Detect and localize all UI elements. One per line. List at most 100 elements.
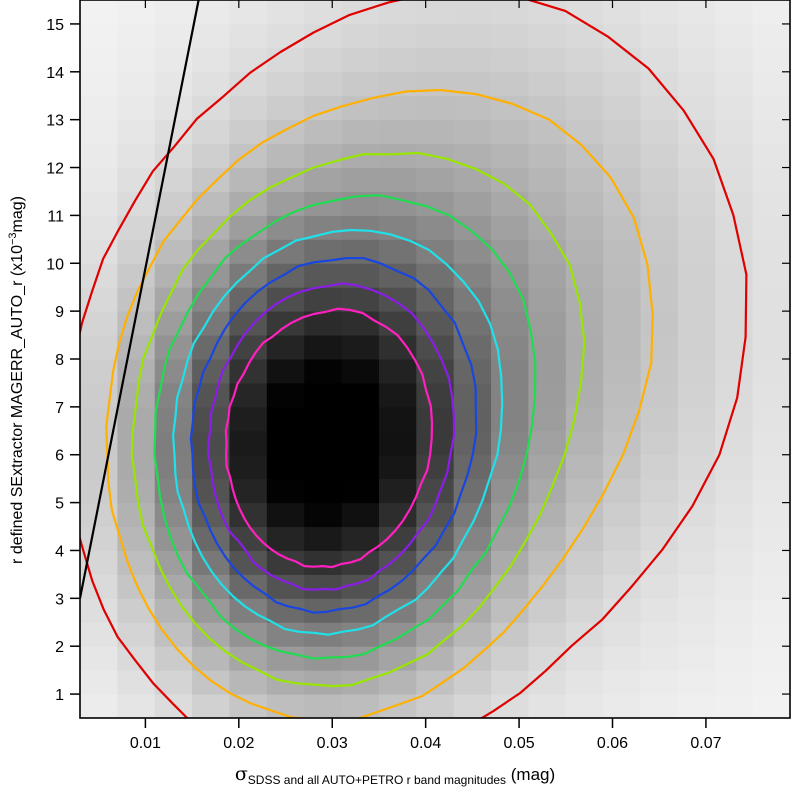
heatmap-cell-384 bbox=[528, 119, 567, 145]
heatmap-cell-416 bbox=[565, 71, 604, 97]
heatmap-cell-55 bbox=[117, 95, 156, 121]
heatmap-cell-325 bbox=[453, 95, 492, 121]
heatmap-cell-516 bbox=[715, 550, 754, 575]
heatmap-cell-237 bbox=[341, 47, 380, 73]
heatmap-cell-501 bbox=[677, 191, 716, 216]
heatmap-cell-434 bbox=[603, 359, 642, 384]
heatmap-cell-51 bbox=[117, 191, 156, 216]
heatmap-cell-462 bbox=[640, 406, 679, 432]
heatmap-cell-263 bbox=[378, 143, 417, 169]
heatmap-cell-353 bbox=[491, 143, 529, 169]
heatmap-cell-261 bbox=[378, 191, 417, 216]
heatmap-cell-242 bbox=[378, 646, 417, 671]
heatmap-cell-484 bbox=[677, 598, 716, 623]
heatmap-cell-342 bbox=[491, 406, 529, 432]
heatmap-cell-354 bbox=[491, 119, 529, 145]
heatmap-cell-179 bbox=[266, 0, 305, 25]
heatmap-cell-28 bbox=[80, 23, 118, 49]
heatmap-cell-91 bbox=[192, 670, 230, 695]
heatmap-cell-436 bbox=[603, 311, 642, 336]
heatmap-cell-209 bbox=[304, 0, 343, 25]
y-tick-label-13: 14 bbox=[46, 65, 64, 82]
heatmap-cell-362 bbox=[528, 646, 567, 671]
x-axis-label: σSDSS and all AUTO+PETRO r band magnitud… bbox=[235, 763, 555, 787]
heatmap-cell-529 bbox=[715, 239, 754, 264]
heatmap-cell-16 bbox=[80, 311, 118, 336]
heatmap-cell-296 bbox=[416, 71, 455, 97]
heatmap-cell-235 bbox=[341, 95, 380, 121]
heatmap-cell-54 bbox=[117, 119, 156, 145]
heatmap-cell-249 bbox=[378, 478, 417, 504]
heatmap-cell-191 bbox=[304, 430, 343, 456]
heatmap-cell-520 bbox=[715, 454, 754, 480]
heatmap-cell-224 bbox=[341, 359, 380, 384]
heatmap-cell-556 bbox=[752, 311, 790, 336]
heatmap-cell-542 bbox=[752, 646, 790, 671]
heatmap-cell-12 bbox=[80, 406, 118, 432]
heatmap-cell-234 bbox=[341, 119, 380, 145]
heatmap-cell-495 bbox=[677, 335, 716, 360]
heatmap-cell-566 bbox=[752, 71, 790, 97]
heatmap-cell-166 bbox=[266, 311, 305, 336]
y-axis-label-superscript: −3 bbox=[7, 232, 19, 245]
heatmap-cell-265 bbox=[378, 95, 417, 121]
heatmap-cell-358 bbox=[491, 23, 529, 49]
heatmap-cell-291 bbox=[416, 191, 455, 216]
heatmap-cell-548 bbox=[752, 502, 790, 528]
heatmap-cell-315 bbox=[453, 335, 492, 360]
heatmap-cell-476 bbox=[640, 71, 679, 97]
heatmap-cell-404 bbox=[565, 359, 604, 384]
heatmap-cell-406 bbox=[565, 311, 604, 336]
heatmap-cell-323 bbox=[453, 143, 492, 169]
heatmap-cell-389 bbox=[528, 0, 567, 25]
heatmap-cell-176 bbox=[266, 71, 305, 97]
heatmap-cell-300 bbox=[453, 694, 492, 718]
y-axis-label: r defined SExtractor MAGERR_AUTO_r (x10−… bbox=[7, 196, 26, 564]
heatmap-cell-470 bbox=[640, 215, 679, 240]
heatmap-cell-399 bbox=[565, 478, 604, 504]
heatmap-cell-472 bbox=[640, 167, 679, 192]
y-tick-label-11: 12 bbox=[46, 161, 64, 178]
y-tick-label-14: 15 bbox=[46, 17, 64, 34]
heatmap-cell-444 bbox=[603, 119, 642, 145]
heatmap-cell-549 bbox=[752, 478, 790, 504]
heatmap-cell-23 bbox=[80, 143, 118, 169]
heatmap-cell-426 bbox=[603, 550, 642, 575]
heatmap-cell-22 bbox=[80, 167, 118, 192]
heatmap-cell-525 bbox=[715, 335, 754, 360]
heatmap-cell-541 bbox=[752, 670, 790, 695]
heatmap-cell-418 bbox=[565, 23, 604, 49]
heatmap-cell-500 bbox=[677, 215, 716, 240]
heatmap-cell-421 bbox=[603, 670, 642, 695]
heatmap-cell-272 bbox=[416, 646, 455, 671]
heatmap-cell-132 bbox=[229, 406, 268, 432]
heatmap-cell-116 bbox=[192, 71, 230, 97]
y-tick-label-8: 9 bbox=[55, 304, 64, 321]
heatmap-cell-435 bbox=[603, 335, 642, 360]
contour-level-3 bbox=[130, 151, 586, 688]
heatmap-cell-186 bbox=[304, 550, 343, 575]
heatmap-cell-294 bbox=[416, 119, 455, 145]
heatmap-cell-531 bbox=[715, 191, 754, 216]
heatmap-cell-271 bbox=[416, 670, 455, 695]
heatmap-cell-27 bbox=[80, 47, 118, 73]
heatmap-cell-481 bbox=[677, 670, 716, 695]
heatmap-cell-439 bbox=[603, 239, 642, 264]
heatmap-cell-505 bbox=[677, 95, 716, 121]
contour-level-2 bbox=[105, 88, 654, 718]
heatmap-cell-453 bbox=[640, 622, 679, 647]
heatmap-cell-121 bbox=[229, 670, 268, 695]
heatmap-cell-517 bbox=[715, 526, 754, 551]
heatmap-cell-281 bbox=[416, 430, 455, 456]
heatmap-cell-387 bbox=[528, 47, 567, 73]
heatmap-cell-18 bbox=[80, 263, 118, 288]
heatmap-cell-257 bbox=[378, 287, 417, 312]
heatmap-cell-21 bbox=[80, 191, 118, 216]
heatmap-cell-565 bbox=[752, 95, 790, 121]
heatmap-cell-301 bbox=[453, 670, 492, 695]
heatmap-cell-359 bbox=[491, 0, 529, 25]
heatmap-cell-10 bbox=[80, 454, 118, 480]
heatmap-cell-513 bbox=[715, 622, 754, 647]
